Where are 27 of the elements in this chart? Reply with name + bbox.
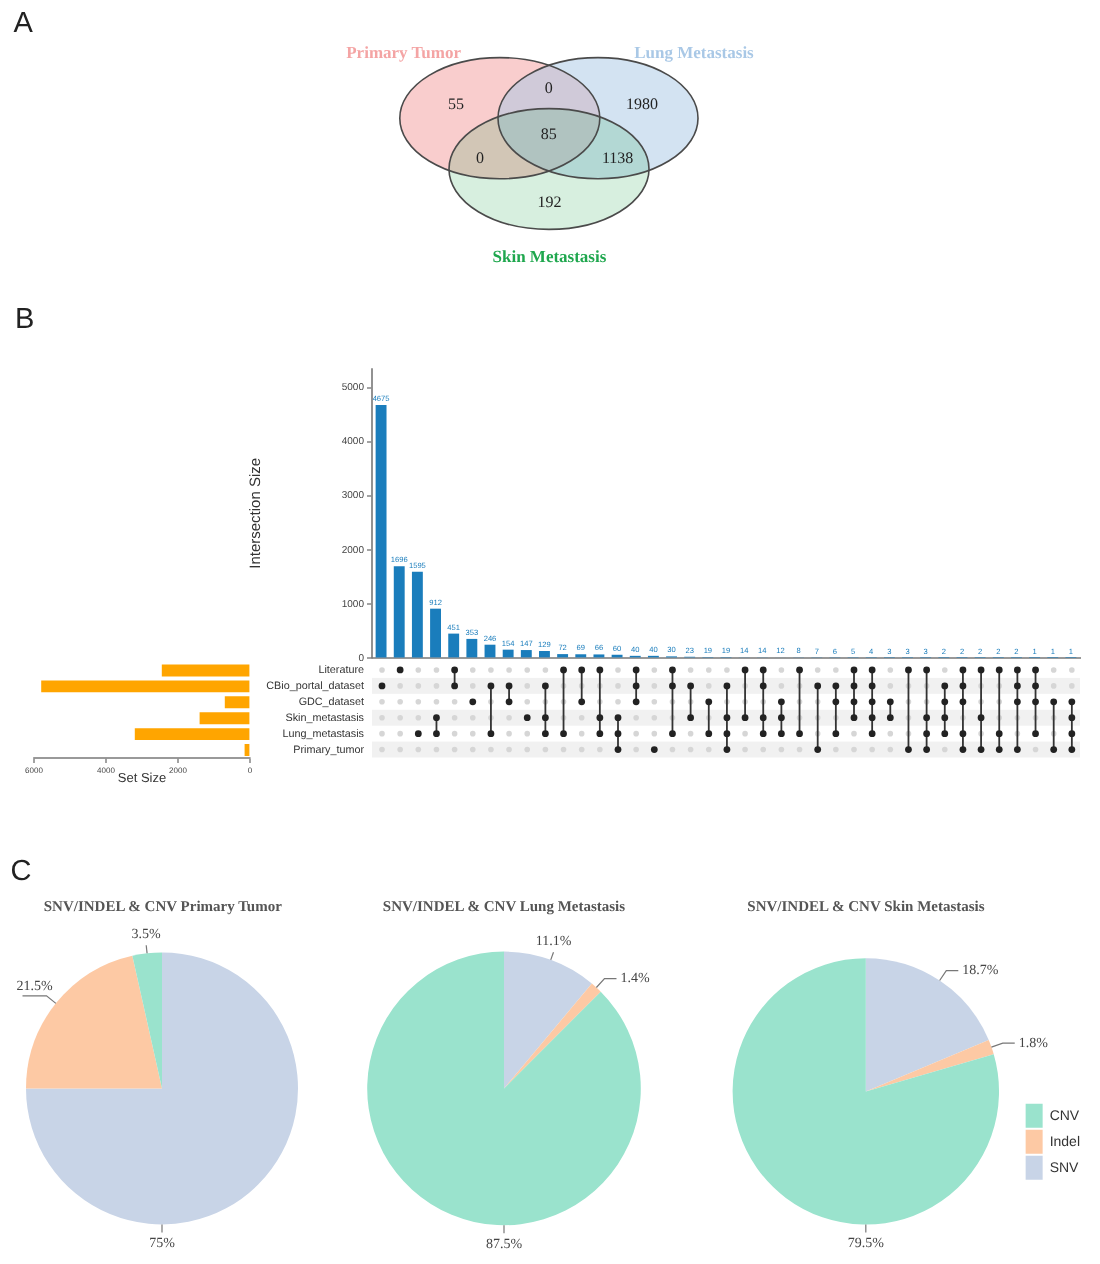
bar [224, 696, 250, 709]
bar [393, 566, 405, 658]
bar [41, 680, 250, 693]
bar [411, 571, 423, 658]
bar [134, 728, 250, 741]
bar [199, 712, 250, 725]
bar [448, 633, 460, 658]
bar [161, 664, 250, 677]
text: 0 [544, 78, 553, 97]
text: A [13, 8, 33, 41]
text: 55 [448, 94, 464, 113]
text: 85 [540, 125, 557, 144]
text: 192 [537, 192, 562, 211]
bar [466, 638, 478, 658]
legend-label: Primary Tumor [346, 41, 462, 62]
legend-label: Skin Metastasis [492, 246, 608, 267]
text: C [10, 855, 32, 888]
legend-label: Lung Metastasis [634, 41, 756, 62]
bar [502, 649, 514, 658]
text: 1980 [626, 94, 658, 113]
bar [520, 650, 532, 658]
text: B [15, 303, 35, 335]
bar [375, 405, 387, 658]
text: 0 [476, 149, 484, 168]
text: 1138 [601, 149, 634, 168]
bar [430, 608, 441, 658]
bar [539, 651, 550, 658]
